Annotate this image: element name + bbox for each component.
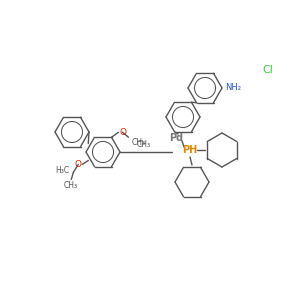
Text: Cl: Cl bbox=[262, 65, 273, 75]
Text: CH₃: CH₃ bbox=[131, 138, 146, 147]
Text: Pd: Pd bbox=[169, 133, 183, 143]
Text: PH: PH bbox=[182, 145, 198, 155]
Text: H₃C: H₃C bbox=[55, 166, 69, 175]
Text: O: O bbox=[75, 160, 82, 169]
Text: CH₃: CH₃ bbox=[137, 140, 151, 149]
Text: CH₃: CH₃ bbox=[63, 181, 77, 190]
Text: NH₂: NH₂ bbox=[225, 83, 241, 92]
Text: O: O bbox=[119, 128, 126, 137]
